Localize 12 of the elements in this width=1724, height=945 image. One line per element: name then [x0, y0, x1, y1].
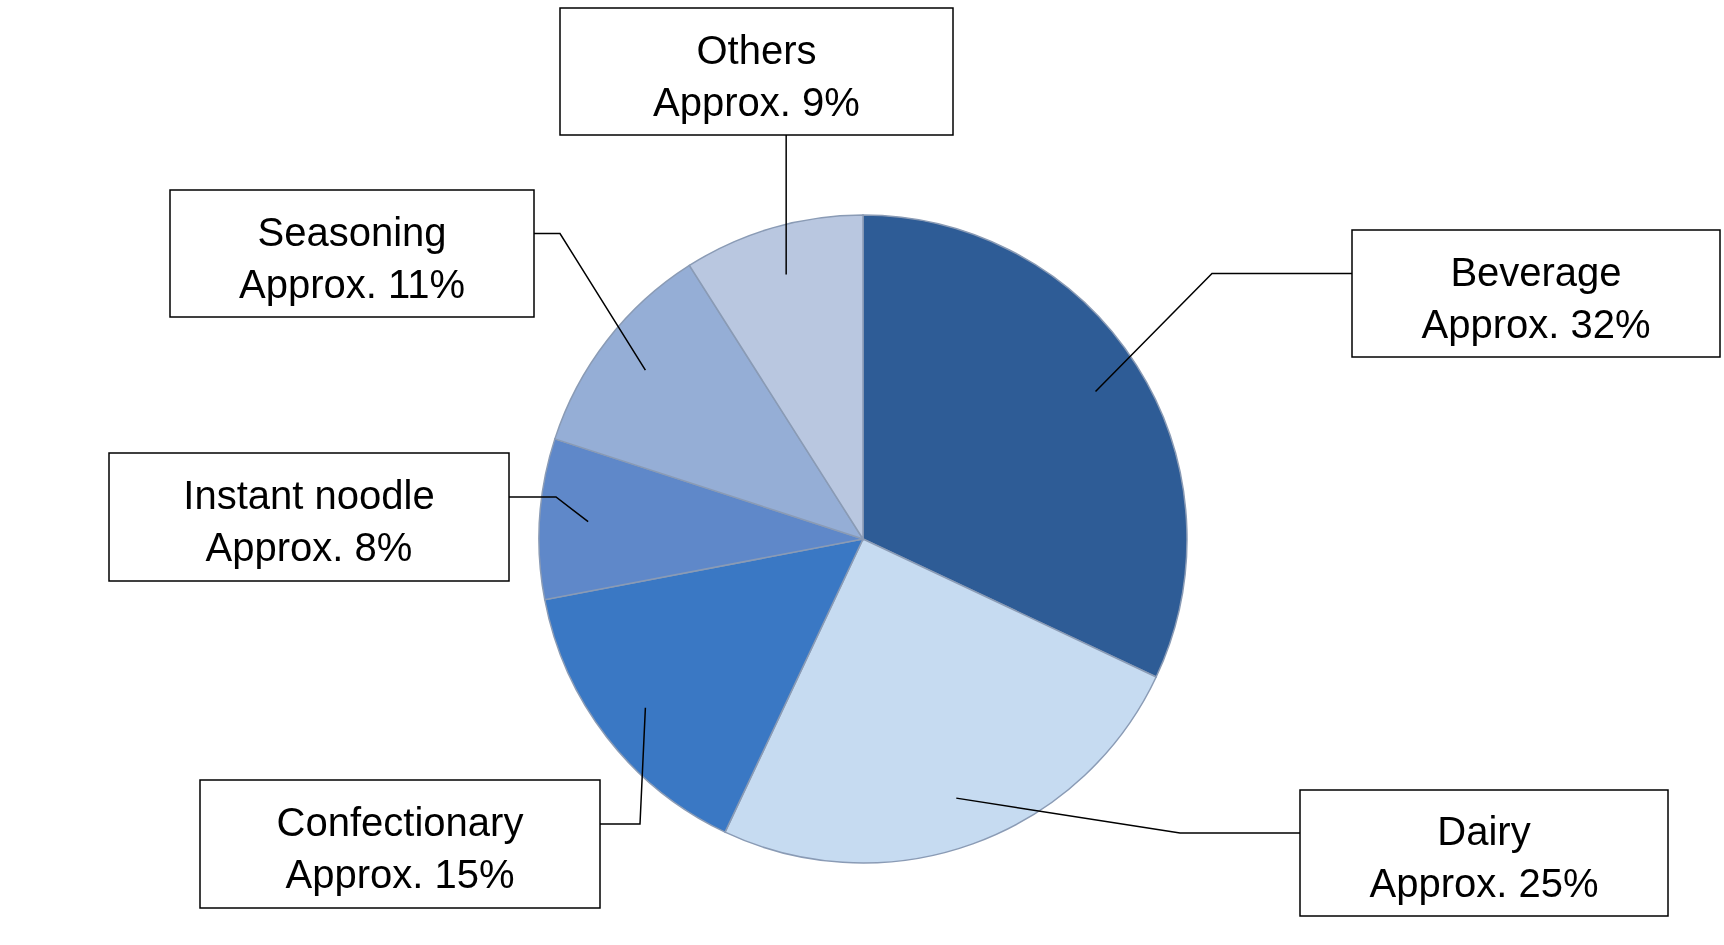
data-label: Approx. 32%: [1421, 301, 1651, 346]
slice-label: Confectionary: [276, 800, 524, 844]
data-label: Approx. 15%: [285, 852, 515, 896]
data-label: Approx. 25%: [1369, 861, 1599, 905]
data-label: Approx. 9%: [653, 79, 860, 124]
slice-label: Dairy: [1437, 809, 1531, 853]
slice-label: Beverage: [1450, 249, 1622, 294]
data-label: Approx. 11%: [238, 261, 466, 306]
slice-label: Seasoning: [257, 209, 447, 254]
slice-label: Others: [696, 27, 817, 72]
data-label: Approx. 8%: [205, 525, 413, 569]
slice-label: Instant noodle: [183, 473, 435, 517]
